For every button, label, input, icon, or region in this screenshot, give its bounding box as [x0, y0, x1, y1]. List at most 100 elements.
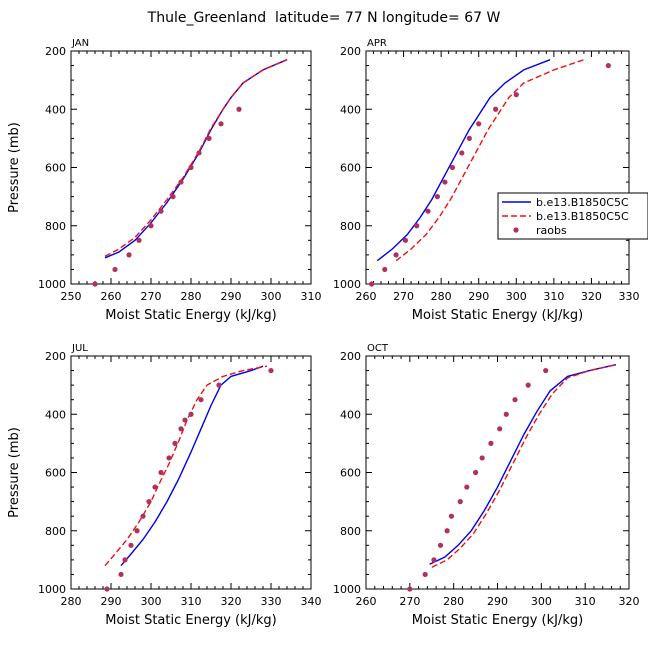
raobs-point — [407, 586, 413, 592]
raobs-point — [92, 281, 98, 287]
raobs-point — [479, 455, 485, 461]
panel-title: APR — [367, 38, 387, 49]
raobs-point — [476, 121, 482, 127]
raobs-point — [543, 367, 549, 374]
raobs-point — [146, 499, 152, 505]
x-axis-label: Moist Static Energy (kJ/kg) — [105, 613, 276, 628]
raobs-point — [218, 121, 224, 127]
raobs-point — [369, 281, 375, 287]
raobs-point — [434, 194, 440, 200]
legend-label: b.e13.B1850C5C — [536, 196, 629, 209]
raobs-point — [464, 484, 470, 490]
raobs-point — [170, 194, 176, 200]
raobs-point — [402, 237, 409, 243]
raobs-point — [431, 557, 437, 563]
x-tick-label: 290 — [487, 595, 508, 608]
raobs-point — [206, 135, 212, 141]
raobs-point — [158, 469, 164, 476]
panel-oct: 260 270 280 290 300 310 320 200 400 600 800 1000 OCT… — [333, 343, 640, 628]
panel-apr: 260 270 280 290 300 310 320 330 200 400 600 800 1000… — [333, 38, 640, 323]
model-series-solid — [104, 59, 288, 259]
x-tick-label: 300 — [141, 595, 162, 608]
y-tick-label: 400 — [340, 103, 361, 116]
x-tick-label: 290 — [221, 290, 242, 303]
raobs-point — [136, 237, 142, 243]
raobs-point — [466, 135, 472, 141]
x-tick-label: 260 — [356, 290, 377, 303]
panel-title: JAN — [71, 38, 89, 49]
raobs-point — [414, 223, 420, 229]
y-tick-label: 600 — [45, 162, 66, 175]
raobs-point — [425, 208, 431, 214]
raobs-point — [497, 426, 503, 432]
raobs-point — [513, 92, 519, 98]
y-tick-label: 1000 — [38, 583, 66, 596]
y-tick-label: 800 — [340, 525, 361, 538]
raobs-point — [525, 382, 531, 388]
y-axis-label: Pressure (mb) — [7, 122, 22, 213]
y-tick-label: 400 — [45, 408, 66, 421]
raobs-point — [182, 417, 188, 423]
model-series-solid — [120, 365, 264, 567]
panel-title: JUL — [71, 343, 88, 354]
x-axis-label: Moist Static Energy (kJ/kg) — [412, 308, 583, 323]
y-tick-label: 1000 — [38, 278, 66, 291]
y-tick-label: 1000 — [333, 583, 361, 596]
figure-title: Thule_Greenland latitude= 77 N longitude… — [147, 10, 501, 26]
x-tick-label: 310 — [575, 595, 596, 608]
x-tick-label: 260 — [101, 290, 122, 303]
x-tick-label: 270 — [141, 290, 162, 303]
raobs-point — [112, 266, 118, 273]
raobs-point — [152, 484, 158, 490]
raobs-point — [122, 557, 128, 563]
raobs-point — [472, 469, 479, 476]
x-tick-label: 320 — [581, 290, 602, 303]
x-tick-label: 310 — [543, 290, 564, 303]
x-tick-label: 300 — [531, 595, 552, 608]
raobs-point — [512, 397, 518, 403]
raobs-point — [104, 586, 110, 592]
raobs-point — [422, 571, 428, 578]
x-tick-label: 340 — [301, 595, 322, 608]
x-tick-label: 270 — [399, 595, 420, 608]
raobs-point — [140, 513, 146, 519]
x-tick-label: 310 — [181, 595, 202, 608]
panel-title: OCT — [367, 343, 389, 354]
raobs-point — [448, 513, 455, 519]
raobs-point — [128, 542, 134, 548]
plot-frame — [70, 355, 312, 590]
raobs-point — [437, 542, 444, 548]
raobs-point — [148, 223, 154, 229]
x-axis-label: Moist Static Energy (kJ/kg) — [412, 613, 583, 628]
x-tick-label: 250 — [61, 290, 82, 303]
model-series-dashed — [104, 365, 268, 567]
raobs-point — [382, 266, 388, 273]
y-tick-label: 800 — [45, 220, 66, 233]
legend-box — [497, 192, 648, 240]
raobs-point — [605, 62, 611, 69]
x-tick-label: 310 — [301, 290, 322, 303]
model-series-solid — [376, 59, 551, 262]
y-tick-label: 800 — [45, 525, 66, 538]
raobs-point — [268, 367, 274, 374]
y-tick-label: 400 — [45, 103, 66, 116]
raobs-point — [188, 164, 194, 171]
x-tick-label: 280 — [61, 595, 82, 608]
x-tick-label: 300 — [506, 290, 527, 303]
y-tick-label: 200 — [45, 45, 66, 58]
x-tick-label: 330 — [619, 290, 640, 303]
raobs-point — [236, 106, 242, 112]
plot-frame — [365, 50, 630, 285]
y-tick-label: 600 — [45, 467, 66, 480]
y-tick-label: 600 — [340, 467, 361, 480]
y-tick-label: 1000 — [333, 278, 361, 291]
raobs-point — [188, 411, 194, 417]
raobs-point — [457, 499, 463, 505]
x-tick-label: 270 — [393, 290, 414, 303]
raobs-point — [178, 179, 184, 185]
panel-jul: 280 290 300 310 320 330 340 200 400 600 800 1000 JUL… — [7, 343, 322, 628]
y-tick-label: 200 — [45, 350, 66, 363]
raobs-point — [134, 528, 140, 534]
